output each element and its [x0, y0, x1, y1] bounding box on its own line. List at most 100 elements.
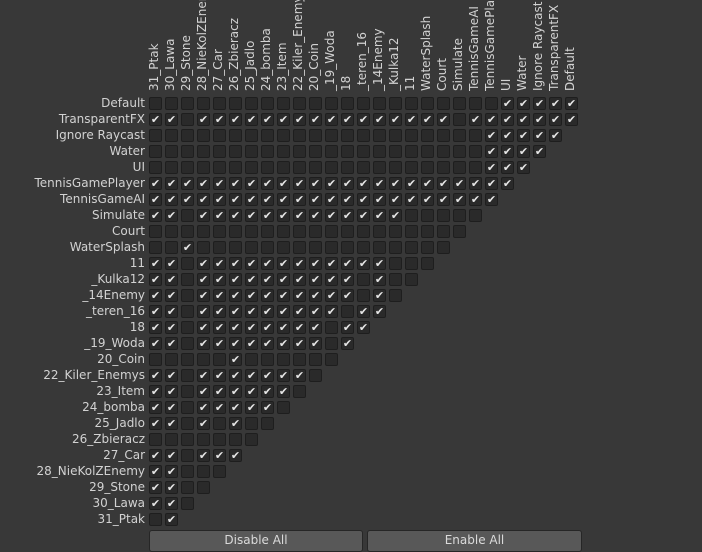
collision-checkbox[interactable]	[357, 161, 370, 174]
collision-checkbox[interactable]: ✔	[293, 257, 306, 270]
collision-checkbox[interactable]	[181, 465, 194, 478]
collision-checkbox[interactable]	[453, 225, 466, 238]
collision-checkbox[interactable]	[373, 241, 386, 254]
collision-checkbox[interactable]	[197, 225, 210, 238]
collision-checkbox[interactable]: ✔	[149, 337, 162, 350]
collision-checkbox[interactable]: ✔	[245, 385, 258, 398]
collision-checkbox[interactable]	[421, 129, 434, 142]
collision-checkbox[interactable]	[245, 433, 258, 446]
collision-checkbox[interactable]	[325, 97, 338, 110]
collision-checkbox[interactable]: ✔	[533, 129, 546, 142]
collision-checkbox[interactable]: ✔	[229, 401, 242, 414]
collision-checkbox[interactable]	[437, 225, 450, 238]
collision-checkbox[interactable]	[437, 97, 450, 110]
collision-checkbox[interactable]: ✔	[437, 113, 450, 126]
disable-all-button[interactable]: Disable All	[149, 530, 363, 552]
collision-checkbox[interactable]	[213, 241, 226, 254]
collision-checkbox[interactable]	[309, 97, 322, 110]
collision-checkbox[interactable]	[165, 241, 178, 254]
collision-checkbox[interactable]: ✔	[517, 113, 530, 126]
collision-checkbox[interactable]	[357, 241, 370, 254]
collision-checkbox[interactable]	[389, 257, 402, 270]
collision-checkbox[interactable]	[389, 289, 402, 302]
collision-checkbox[interactable]: ✔	[149, 369, 162, 382]
collision-checkbox[interactable]	[197, 129, 210, 142]
collision-checkbox[interactable]: ✔	[405, 113, 418, 126]
collision-checkbox[interactable]: ✔	[309, 289, 322, 302]
collision-checkbox[interactable]: ✔	[341, 177, 354, 190]
collision-checkbox[interactable]	[181, 369, 194, 382]
collision-checkbox[interactable]	[245, 225, 258, 238]
collision-checkbox[interactable]: ✔	[261, 337, 274, 350]
collision-checkbox[interactable]: ✔	[197, 257, 210, 270]
collision-checkbox[interactable]: ✔	[293, 369, 306, 382]
collision-checkbox[interactable]	[229, 225, 242, 238]
collision-checkbox[interactable]	[293, 385, 306, 398]
collision-checkbox[interactable]: ✔	[197, 401, 210, 414]
collision-checkbox[interactable]: ✔	[149, 113, 162, 126]
collision-checkbox[interactable]: ✔	[325, 257, 338, 270]
collision-checkbox[interactable]: ✔	[565, 97, 578, 110]
collision-checkbox[interactable]	[213, 465, 226, 478]
collision-checkbox[interactable]: ✔	[357, 209, 370, 222]
collision-checkbox[interactable]	[181, 305, 194, 318]
collision-checkbox[interactable]: ✔	[197, 193, 210, 206]
collision-checkbox[interactable]	[261, 417, 274, 430]
collision-checkbox[interactable]: ✔	[197, 337, 210, 350]
collision-checkbox[interactable]: ✔	[245, 289, 258, 302]
collision-checkbox[interactable]: ✔	[165, 305, 178, 318]
collision-checkbox[interactable]: ✔	[245, 193, 258, 206]
collision-checkbox[interactable]	[181, 225, 194, 238]
collision-checkbox[interactable]: ✔	[229, 257, 242, 270]
collision-checkbox[interactable]	[373, 225, 386, 238]
collision-checkbox[interactable]	[149, 241, 162, 254]
collision-checkbox[interactable]	[229, 97, 242, 110]
collision-checkbox[interactable]: ✔	[261, 209, 274, 222]
collision-checkbox[interactable]	[181, 353, 194, 366]
collision-checkbox[interactable]	[357, 225, 370, 238]
collision-checkbox[interactable]: ✔	[517, 97, 530, 110]
collision-checkbox[interactable]: ✔	[485, 177, 498, 190]
collision-checkbox[interactable]: ✔	[325, 193, 338, 206]
collision-checkbox[interactable]: ✔	[389, 177, 402, 190]
collision-checkbox[interactable]: ✔	[245, 321, 258, 334]
collision-checkbox[interactable]: ✔	[197, 273, 210, 286]
collision-checkbox[interactable]: ✔	[293, 113, 306, 126]
collision-checkbox[interactable]	[293, 97, 306, 110]
collision-checkbox[interactable]	[453, 113, 466, 126]
collision-checkbox[interactable]	[149, 225, 162, 238]
collision-checkbox[interactable]	[325, 321, 338, 334]
collision-checkbox[interactable]	[389, 161, 402, 174]
collision-checkbox[interactable]	[389, 225, 402, 238]
collision-checkbox[interactable]	[405, 273, 418, 286]
collision-checkbox[interactable]: ✔	[165, 289, 178, 302]
collision-checkbox[interactable]: ✔	[229, 305, 242, 318]
collision-checkbox[interactable]: ✔	[181, 193, 194, 206]
collision-checkbox[interactable]: ✔	[277, 321, 290, 334]
collision-checkbox[interactable]: ✔	[277, 337, 290, 350]
collision-checkbox[interactable]: ✔	[149, 273, 162, 286]
collision-checkbox[interactable]: ✔	[197, 209, 210, 222]
collision-checkbox[interactable]: ✔	[325, 113, 338, 126]
collision-checkbox[interactable]: ✔	[149, 481, 162, 494]
collision-checkbox[interactable]: ✔	[277, 385, 290, 398]
collision-checkbox[interactable]	[181, 257, 194, 270]
collision-checkbox[interactable]: ✔	[165, 481, 178, 494]
collision-checkbox[interactable]	[293, 353, 306, 366]
collision-checkbox[interactable]	[149, 161, 162, 174]
collision-checkbox[interactable]	[165, 225, 178, 238]
collision-checkbox[interactable]: ✔	[213, 289, 226, 302]
collision-checkbox[interactable]: ✔	[165, 321, 178, 334]
collision-checkbox[interactable]: ✔	[149, 497, 162, 510]
collision-checkbox[interactable]: ✔	[341, 209, 354, 222]
collision-checkbox[interactable]: ✔	[149, 465, 162, 478]
collision-checkbox[interactable]: ✔	[229, 353, 242, 366]
collision-checkbox[interactable]	[293, 241, 306, 254]
collision-checkbox[interactable]: ✔	[277, 113, 290, 126]
collision-checkbox[interactable]: ✔	[261, 177, 274, 190]
collision-checkbox[interactable]	[469, 161, 482, 174]
collision-checkbox[interactable]: ✔	[213, 337, 226, 350]
collision-checkbox[interactable]	[341, 305, 354, 318]
collision-checkbox[interactable]: ✔	[293, 289, 306, 302]
collision-checkbox[interactable]: ✔	[213, 257, 226, 270]
